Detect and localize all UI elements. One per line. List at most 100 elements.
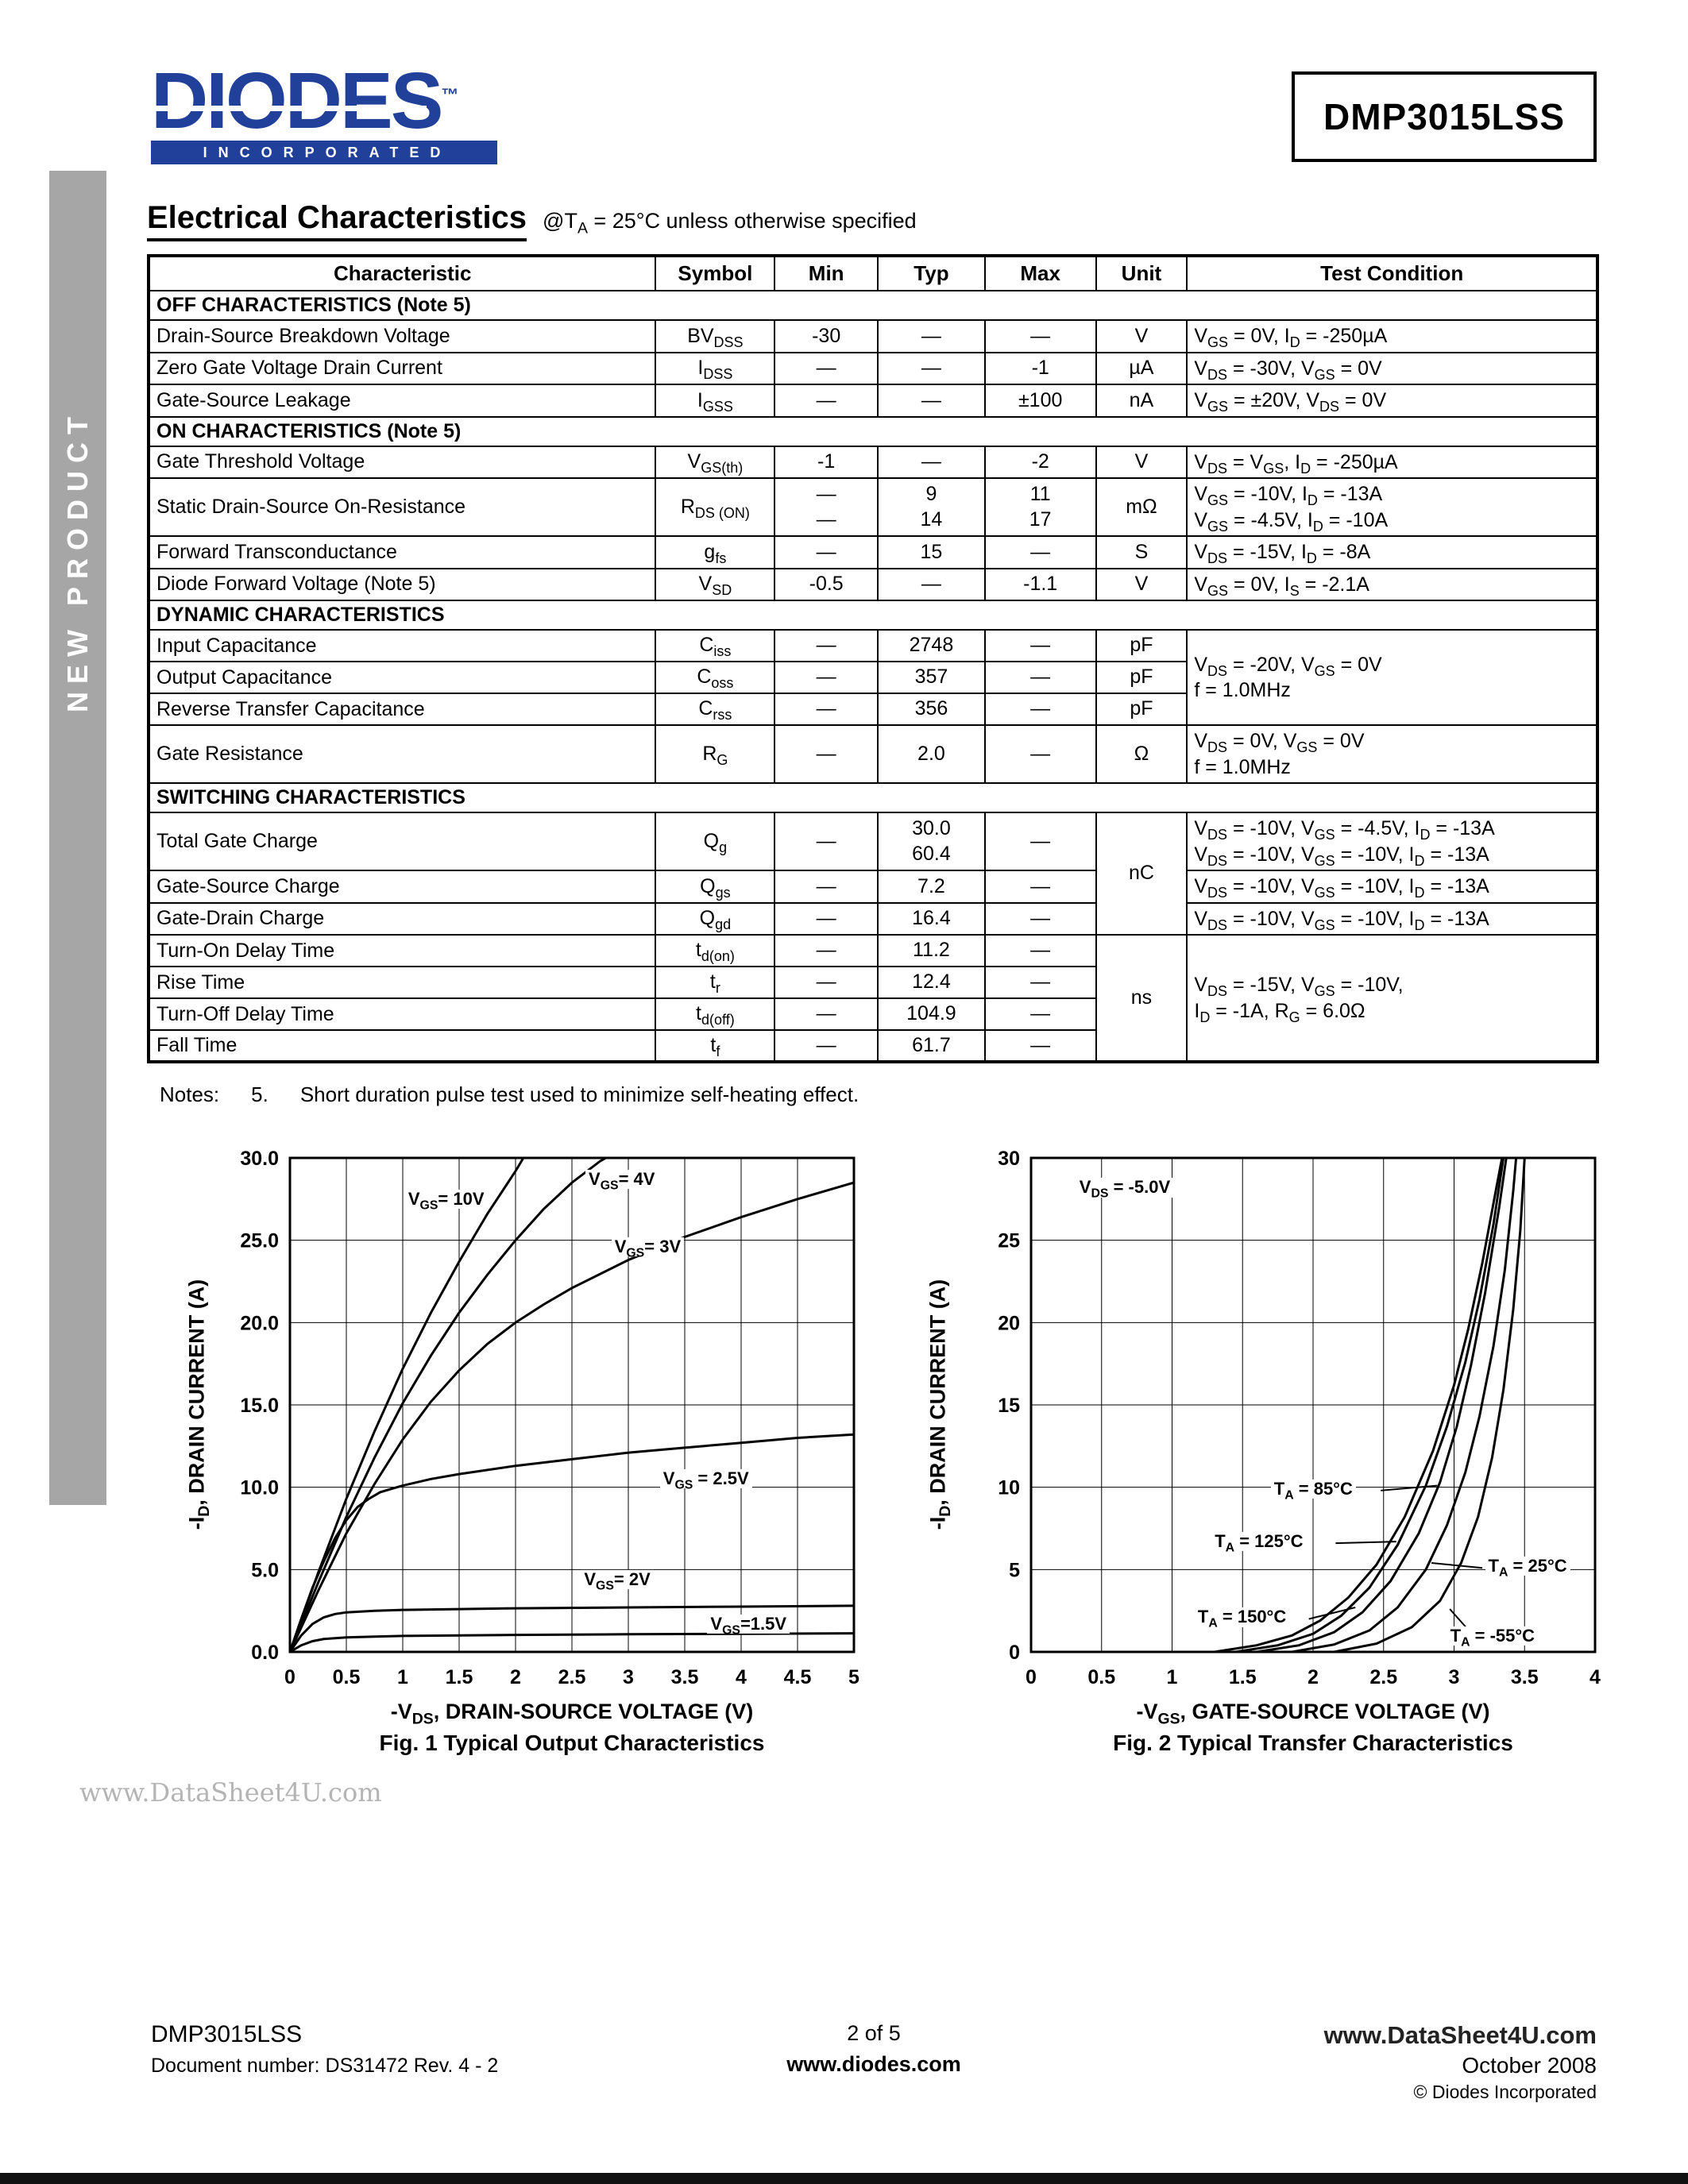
table-row: Fall Time tf — 61.7 — (147, 1028, 1597, 1063)
annotation-leader-line (1381, 1484, 1438, 1491)
cell-unit: nC (1095, 812, 1188, 936)
cell-characteristic: Gate-Source Leakage (147, 384, 657, 418)
trademark-symbol: ™ (441, 84, 459, 105)
cell-unit: nA (1095, 384, 1188, 418)
cell-test-condition: VDS = -30V, VGS = 0V (1186, 351, 1598, 385)
cell-characteristic: Gate-Source Charge (147, 870, 657, 904)
x-tick-label: 0.5 (333, 1666, 361, 1688)
table-row: Zero Gate Voltage Drain Current IDSS — —… (147, 351, 1598, 385)
section-row: ON CHARACTERISTICS (Note 5) (148, 415, 1598, 447)
y-tick-label: 25 (998, 1230, 1020, 1252)
table-row: Drain-Source Breakdown Voltage BVDSS -30… (147, 319, 1598, 353)
y-tick-label: 0 (1009, 1642, 1020, 1664)
table-row: Gate Threshold Voltage VGS(th) -1 — -2 V… (147, 445, 1598, 479)
table-row: Rise Time tr — 12.4 — (147, 966, 1597, 999)
part-number-box: DMP3015LSS (1291, 71, 1597, 162)
cell-unit: V (1095, 567, 1188, 601)
cell-unit: S (1095, 535, 1188, 569)
diodes-logo: DIODES™ INCORPORATED (151, 61, 497, 164)
cell-symbol: IGSS (655, 384, 776, 418)
series-curve-TA = 85°C (1256, 1157, 1508, 1653)
series-curve-VGS = 3V (288, 1181, 855, 1653)
y-tick-label: 30.0 (240, 1148, 279, 1170)
fig1-plot-area: 0 0.5 1 1.5 2 2.5 3 3.5 4 4.5 5 0.0 5.0 10.0 15.0 20.0 2… (214, 1144, 882, 1700)
col-header-unit: Unit (1095, 255, 1188, 291)
x-tick-label: 1.5 (1229, 1666, 1257, 1688)
table-row: Forward Transconductance gfs — 15 — S VD… (147, 535, 1598, 569)
footer-copyright: © Diodes Incorporated (1413, 2082, 1597, 2102)
y-tick-label: 15.0 (240, 1395, 279, 1417)
cell-min: — (774, 966, 879, 999)
notes-row: Notes: 5. Short duration pulse test used… (147, 1082, 1599, 1107)
cell-min: -0.5 (774, 567, 879, 601)
x-tick-label: 2.5 (1369, 1666, 1397, 1688)
cell-symbol: IDSS (655, 351, 776, 385)
x-tick-label: 4 (736, 1666, 747, 1688)
footer-right: www.DataSheet4U.com October 2008 © Diode… (1324, 2021, 1597, 2103)
series-curve-TA = 25°C (1292, 1157, 1518, 1653)
cell-characteristic: Turn-On Delay Time (147, 934, 657, 967)
page-bottom-bar (0, 2173, 1688, 2184)
annotation-leader-line (1449, 1608, 1469, 1630)
page-title: Electrical Characteristics (147, 200, 527, 241)
footer-document-number: Document number: DS31472 Rev. 4 - 2 (151, 2055, 499, 2077)
cell-test-condition: VDS = -10V, VGS = -10V, ID = -13A (1186, 901, 1598, 936)
cell-unit: µA (1095, 351, 1188, 385)
section-row: OFF CHARACTERISTICS (Note 5) (148, 290, 1598, 321)
x-tick-label: 3.5 (1511, 1666, 1539, 1688)
cell-min: — (774, 997, 879, 1031)
cell-typ: — (877, 445, 986, 479)
cell-unit: ns (1095, 933, 1188, 1063)
y-tick-label: 20 (998, 1312, 1020, 1334)
cell-typ: 2748 (877, 629, 986, 662)
cell-typ: 16.4 (877, 901, 986, 936)
cell-min: — (774, 535, 879, 569)
annotation-leader-line (1431, 1562, 1483, 1569)
y-tick-label: 10.0 (240, 1477, 279, 1499)
cell-max: — (983, 966, 1097, 999)
cell-typ: 356 (877, 693, 986, 726)
cell-max: — (983, 870, 1097, 904)
cell-max: 11 17 (983, 477, 1097, 537)
cell-typ: 2.0 (877, 724, 986, 784)
cell-min: — (774, 870, 879, 904)
new-product-sidebar: NEW PRODUCT (49, 171, 106, 1505)
cell-min: — (774, 629, 879, 662)
x-tick-label: 5 (848, 1666, 859, 1688)
cell-min: -30 (774, 319, 879, 353)
series-curve-TA = 125°C (1235, 1157, 1505, 1653)
cell-characteristic: Input Capacitance (147, 629, 657, 662)
notes-label: Notes: (160, 1082, 220, 1107)
cell-test-condition: VGS = 0V, IS = -2.1A (1186, 567, 1598, 601)
y-tick-label: 0.0 (251, 1642, 279, 1664)
cell-test-condition: VDS = -15V, VGS = -10V, ID = -1A, RG = 6.… (1186, 933, 1598, 1063)
cell-characteristic: Zero Gate Voltage Drain Current (147, 351, 657, 385)
logo-brand-text: DIODES (151, 56, 443, 145)
cell-typ: 7.2 (877, 870, 986, 904)
figure-2: -ID, DRAIN CURRENT (A) 0 0.5 1 1.5 2 2.5 3 3.5 4… (908, 1144, 1627, 1756)
cell-min: — (774, 384, 879, 418)
cell-characteristic: Fall Time (147, 1028, 657, 1063)
cell-max: — (983, 661, 1097, 694)
table-row: Output Capacitance Coss — 357 — pF (147, 661, 1597, 694)
table-row: Total Gate Charge Qg — 30.0 60.4 — nC VDS… (147, 812, 1598, 936)
x-tick-label: 1 (1167, 1666, 1178, 1688)
table-row: Gate-Drain Charge Qgd — 16.4 — VDS = -10… (147, 901, 1598, 936)
cell-test-condition: VDS = -15V, ID = -8A (1186, 535, 1598, 569)
table-row: Input Capacitance Ciss — 2748 — pF VDS =… (147, 629, 1598, 726)
x-tick-label: 2 (1308, 1666, 1319, 1688)
cell-characteristic: Drain-Source Breakdown Voltage (147, 319, 657, 353)
new-product-label: NEW PRODUCT (61, 409, 94, 712)
fig2-plot-area: 0 0.5 1 1.5 2 2.5 3 3.5 4 0 5 10 15 20 25 30 VDS = -5.0V… (956, 1144, 1623, 1700)
x-tick-label: 4.5 (784, 1666, 812, 1688)
cell-characteristic: Total Gate Charge (147, 812, 657, 871)
cell-characteristic: Reverse Transfer Capacitance (147, 693, 657, 726)
series-curve-TA = -55°C (1334, 1157, 1526, 1653)
cell-typ: 357 (877, 661, 986, 694)
x-tick-label: 0.5 (1087, 1666, 1115, 1688)
x-tick-label: 2.5 (558, 1666, 586, 1688)
series-curve-TA = 150°C (1214, 1157, 1504, 1653)
cell-symbol: td(on) (655, 934, 776, 967)
cell-symbol: Qg (655, 812, 776, 871)
footer-date: October 2008 (1462, 2053, 1597, 2078)
